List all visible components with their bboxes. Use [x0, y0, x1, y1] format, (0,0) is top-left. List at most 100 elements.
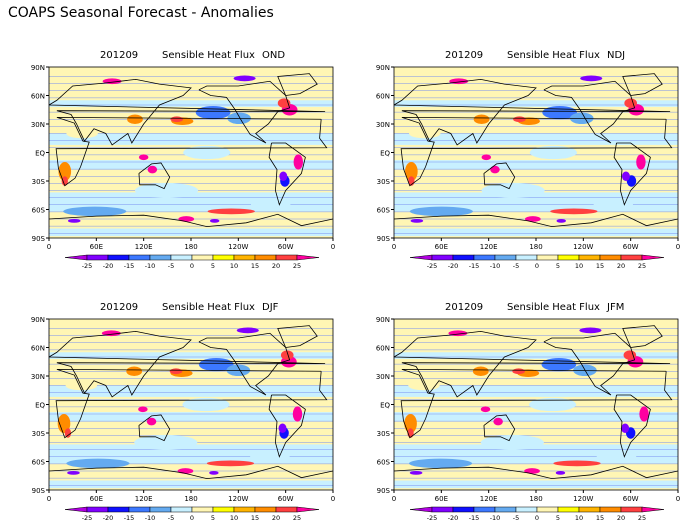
colorbar-label: -15 — [469, 262, 480, 270]
anomaly-blob — [550, 208, 598, 215]
negative-band — [49, 100, 333, 107]
negative-band — [394, 133, 678, 145]
colorbar-lower-extension — [64, 254, 88, 261]
lon-label: 0 — [47, 495, 51, 503]
colorbar-segment — [536, 506, 559, 513]
lat-label: 60N — [31, 93, 45, 101]
anomaly-blob — [209, 471, 219, 475]
anomaly-blob — [207, 208, 255, 215]
anomaly-blob — [177, 468, 194, 474]
panel-title-variable: Sensible Heat Flux — [507, 302, 600, 313]
anomaly-blob — [64, 428, 72, 438]
colorbar-segment — [149, 506, 172, 513]
lon-label: 120W — [573, 495, 593, 503]
negative-band — [394, 100, 678, 107]
lon-label: 120E — [135, 495, 153, 503]
colorbar-segment — [149, 254, 172, 261]
anomaly-blob — [209, 219, 220, 223]
colorbar-segment — [107, 506, 130, 513]
colorbar-segment — [599, 254, 622, 261]
map-panel-ndj: 201209 Sensible Heat Flux NDJ 90N 60N 30N EQ 30… — [345, 50, 685, 270]
colorbar-segment — [212, 254, 235, 261]
anomaly-blob — [63, 206, 127, 217]
anomaly-blob — [61, 176, 68, 186]
lat-label: 60S — [32, 207, 46, 215]
lat-label: 60N — [31, 345, 45, 353]
anomaly-blob — [579, 327, 602, 334]
anomaly-blob — [408, 458, 473, 469]
colorbar-segment — [86, 254, 109, 261]
anomaly-blob — [513, 116, 526, 123]
anomaly-blob — [169, 368, 183, 375]
page-title: COAPS Seasonal Forecast - Anomalies — [8, 5, 274, 21]
lon-label: 120E — [480, 495, 498, 503]
colorbar-segment — [128, 254, 151, 261]
colorbar-segment — [170, 254, 193, 261]
coastline-south-america — [613, 394, 651, 458]
map-panel-jfm: 201209 Sensible Heat Flux JFM 90N 60N 30N EQ 30… — [345, 302, 685, 522]
panel-title-date: 201209 — [100, 302, 139, 313]
anomaly-blob — [405, 162, 418, 181]
anomaly-blob — [182, 397, 230, 412]
colorbar-upper-extension — [641, 506, 665, 513]
anomaly-blob — [556, 219, 566, 223]
lat-label: EQ — [35, 402, 45, 410]
colorbar-label: -25 — [427, 262, 438, 270]
colorbar-label: 20 — [617, 262, 625, 270]
colorbar-label: -25 — [427, 514, 438, 522]
anomaly-blob — [621, 171, 630, 181]
lat-label: 90N — [376, 316, 390, 324]
colorbar-label: -5 — [513, 514, 519, 522]
colorbar-segment — [86, 506, 109, 513]
anomaly-blob — [146, 417, 157, 426]
lon-label: 180 — [184, 495, 197, 503]
colorbar-label: 0 — [535, 514, 539, 522]
colorbar-segment — [275, 254, 298, 261]
panel-title-date: 201209 — [100, 50, 139, 61]
negative-band — [49, 412, 333, 422]
colorbar-label: -5 — [168, 262, 174, 270]
colorbar-segment — [431, 506, 454, 513]
colorbar-segment — [515, 254, 538, 261]
negative-band — [49, 160, 333, 170]
colorbar-label: -20 — [103, 262, 114, 270]
colorbar-lower-extension — [409, 254, 433, 261]
lon-label: 0 — [676, 495, 680, 503]
colorbar-label: -20 — [103, 514, 114, 522]
anomaly-blob — [127, 114, 143, 124]
lat-label: 30S — [377, 178, 391, 186]
anomaly-blob — [493, 417, 503, 426]
coastline-africa — [400, 116, 673, 187]
anomaly-blob — [280, 350, 294, 360]
colorbar-label: 25 — [293, 262, 301, 270]
lat-label: 90S — [32, 235, 46, 243]
lon-label: 60E — [90, 243, 103, 251]
negative-band — [49, 133, 333, 145]
lat-label: 90S — [377, 487, 391, 495]
coastline-antarctica — [394, 465, 678, 480]
anomaly-blob — [236, 327, 259, 334]
anomaly-blob — [66, 128, 98, 139]
lat-label: 90S — [32, 487, 46, 495]
anomaly-blob — [529, 145, 578, 160]
anomaly-blob — [480, 406, 491, 413]
anomaly-blob — [553, 460, 601, 467]
anomaly-blob — [206, 460, 255, 467]
lon-label: 0 — [676, 243, 680, 251]
anomaly-blob — [134, 434, 198, 451]
colorbar-label: -25 — [82, 514, 93, 522]
colorbar-segment — [191, 254, 214, 261]
lon-label: 180 — [529, 495, 542, 503]
lon-label: 0 — [392, 495, 396, 503]
colorbar-segment — [128, 506, 151, 513]
coastline-north-america — [543, 80, 636, 144]
anomaly-blob — [623, 350, 637, 360]
colorbar-label: 0 — [190, 514, 194, 522]
colorbar-segment — [578, 254, 601, 261]
coastline-antarctica — [394, 213, 678, 228]
coastline-greenland — [622, 325, 663, 348]
colorbar-label: 0 — [535, 262, 539, 270]
colorbar-upper-extension — [641, 254, 665, 261]
anomaly-blob — [293, 154, 304, 170]
colorbar-label: -15 — [469, 514, 480, 522]
